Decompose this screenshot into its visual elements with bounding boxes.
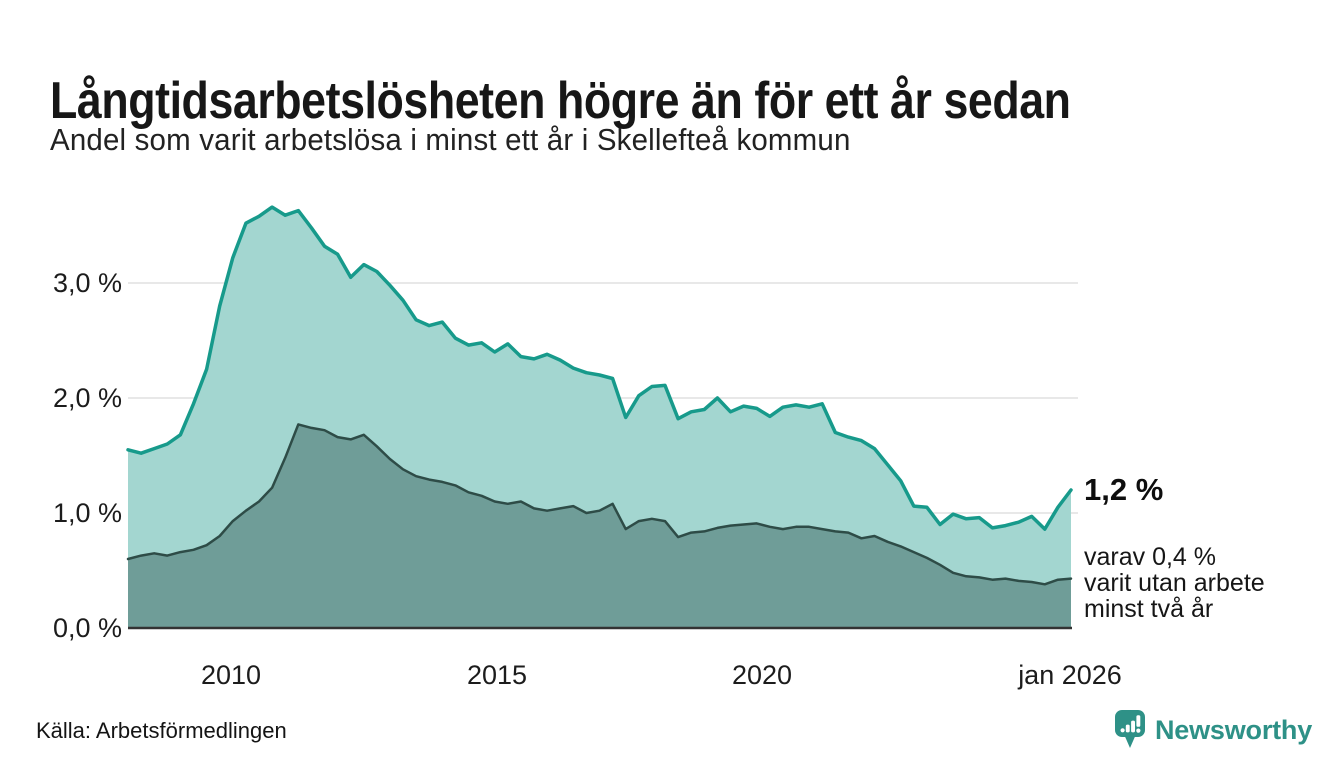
detail-line: minst två år <box>1084 595 1214 623</box>
x-tick-label: jan 2026 <box>1018 660 1122 690</box>
newsworthy-logo-icon <box>1115 710 1145 748</box>
x-tick-label: 2020 <box>731 660 793 690</box>
series-min-two-years-line <box>126 423 1073 586</box>
series-min-one-year-line <box>126 205 1073 531</box>
x-tick-label: 2015 <box>466 660 528 690</box>
latest-value-label: 1,2 % <box>1084 472 1164 507</box>
chart-title: Långtidsarbetslösheten högre än för ett … <box>50 71 1071 130</box>
newsworthy-wordmark: Newsworthy <box>1155 714 1313 745</box>
x-tick-label: 2010 <box>200 660 262 690</box>
chart-subtitle: Andel som varit arbetslösa i minst ett å… <box>50 122 851 157</box>
detail-line: varav 0,4 % <box>1084 543 1217 571</box>
latest-value-detail: varav 0,4 % varit utan arbete minst två … <box>1084 544 1265 622</box>
y-tick-label: 1,0 % <box>52 498 122 528</box>
y-tick-label: 0,0 % <box>52 613 122 643</box>
y-tick-label: 2,0 % <box>52 383 122 413</box>
y-tick-label: 3,0 % <box>52 268 122 298</box>
area-chart-plot <box>126 205 1078 630</box>
source-note: Källa: Arbetsförmedlingen <box>36 718 287 743</box>
bar-chart-exclamation-glyph <box>1120 715 1141 733</box>
newsworthy-logo: Newsworthy <box>1114 709 1312 751</box>
detail-line: varit utan arbete <box>1084 569 1265 597</box>
speech-bubble-shape <box>1115 710 1145 748</box>
series-min-two-years-area <box>128 424 1071 628</box>
